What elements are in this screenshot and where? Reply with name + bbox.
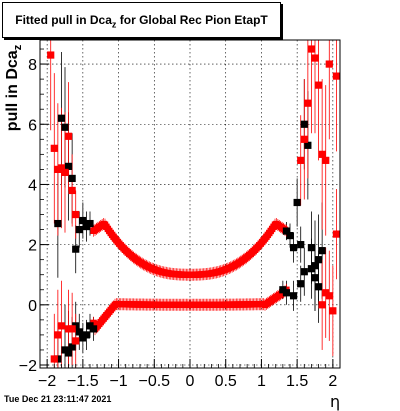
data-point-series-0: [289, 292, 298, 300]
data-point-series-1: [57, 322, 66, 330]
data-point-series-0: [68, 343, 76, 351]
data-points: [47, 45, 341, 363]
data-point-series-0: [86, 219, 94, 228]
data-point-series-1: [318, 150, 326, 158]
data-point-series-0: [311, 274, 319, 282]
x-tick-label: −1: [109, 373, 127, 390]
x-tick-label: −0.5: [138, 373, 170, 390]
data-point-series-1: [72, 337, 80, 345]
tick-labels: −2 −1.5 −1 −0.5 0 0.5 1 1.5 2 −2 0 2 4 6 8: [19, 57, 338, 390]
data-point-series-1: [64, 132, 73, 140]
data-point-series-1: [61, 168, 69, 177]
data-point-series-1: [72, 210, 80, 219]
data-point-series-0: [300, 268, 308, 276]
timestamp-footer: Tue Dec 21 23:11:47 2021: [4, 394, 112, 404]
data-point-series-1: [50, 144, 58, 152]
data-point-series-1: [314, 81, 323, 89]
data-point-series-0: [282, 289, 291, 297]
data-point-series-1: [57, 164, 66, 172]
data-point-series-0: [57, 114, 66, 122]
data-point-series-0: [314, 256, 323, 264]
data-point-series-0: [293, 198, 301, 207]
x-axis-label: η: [330, 392, 341, 411]
y-axis-label: pull in Dcaz: [4, 45, 24, 131]
data-point-series-0: [282, 227, 291, 235]
data-point-series-1: [332, 230, 341, 238]
chart-title-subscript: z: [111, 19, 117, 30]
data-point-series-0: [300, 120, 308, 128]
data-point-series-1: [322, 156, 330, 164]
data-point-series-0: [307, 265, 316, 273]
y-tick-label: 6: [28, 117, 37, 134]
data-point-series-0: [297, 241, 305, 249]
chart-title: Fitted pull in Dcaz for Global Rec Pion …: [2, 2, 281, 38]
data-point-series-0: [89, 325, 98, 333]
data-point-series-1: [325, 60, 333, 68]
x-tick-label: 2: [328, 373, 337, 390]
curves: [90, 218, 290, 336]
axis-ticks: [39, 48, 341, 368]
data-point-series-0: [318, 247, 326, 255]
y-tick-label: 2: [28, 238, 37, 255]
y-axis-label-subscript: z: [12, 44, 25, 51]
data-point-series-0: [75, 225, 83, 234]
data-point-series-1: [54, 331, 62, 339]
data-point-series-0: [307, 244, 316, 252]
x-tick-label: 0.5: [215, 373, 237, 390]
data-point-series-0: [68, 174, 76, 183]
data-point-series-1: [297, 156, 305, 164]
data-point-series-1: [300, 135, 308, 143]
chart-title-rest: for Global Rec Pion EtapT: [116, 13, 268, 27]
data-point-series-1: [50, 355, 58, 363]
data-point-series-0: [75, 328, 83, 336]
data-point-series-0: [64, 162, 73, 170]
data-point-series-0: [82, 331, 91, 339]
x-tick-label: −1.5: [67, 373, 99, 390]
x-tick-label: 1: [257, 373, 266, 390]
data-point-series-1: [47, 51, 55, 59]
data-point-series-1: [307, 45, 316, 53]
data-point-series-1: [318, 301, 326, 309]
data-point-series-0: [289, 244, 298, 252]
y-tick-label: 4: [28, 177, 37, 194]
chart-title-main: Fitted pull in Dca: [15, 13, 112, 27]
data-point-series-0: [61, 123, 69, 131]
y-tick-label: 0: [28, 298, 37, 315]
x-tick-label: 0: [186, 373, 195, 390]
data-point-series-1: [311, 54, 319, 62]
data-point-series-0: [286, 231, 294, 240]
x-tick-label: 1.5: [286, 373, 308, 390]
data-point-series-0: [297, 280, 305, 288]
data-point-series-0: [314, 283, 323, 291]
data-point-series-0: [304, 141, 312, 149]
data-point-series-1: [329, 307, 337, 315]
y-axis-label-main: pull in Dca: [3, 50, 21, 132]
data-point-series-1: [304, 99, 312, 107]
data-point-series-0: [72, 245, 80, 253]
data-point-series-0: [79, 216, 87, 225]
data-point-series-0: [64, 349, 73, 357]
data-point-series-1: [68, 325, 76, 333]
y-tick-label: −2: [19, 358, 37, 375]
data-point-series-0: [54, 219, 62, 228]
data-point-series-1: [332, 72, 341, 80]
x-tick-label: −2: [38, 373, 56, 390]
data-point-series-1: [68, 186, 76, 195]
data-point-series-1: [325, 292, 333, 300]
y-tick-label: 8: [28, 57, 37, 74]
